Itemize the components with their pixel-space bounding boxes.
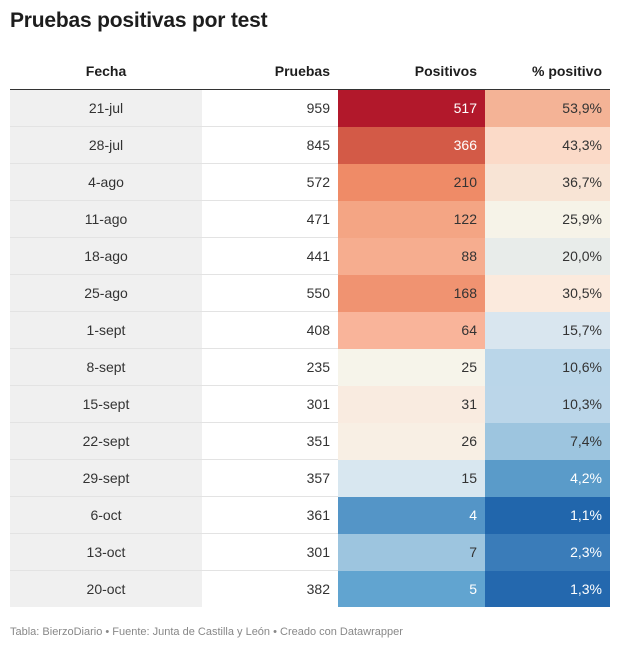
cell-pct-positivo: 20,0%: [485, 237, 610, 275]
table-row: 21-jul 959 517 53,9%: [10, 89, 610, 127]
table-row: 4-ago 572 210 36,7%: [10, 163, 610, 201]
cell-fecha: 13-oct: [10, 533, 202, 571]
cell-fecha: 25-ago: [10, 274, 202, 312]
cell-pct-positivo: 36,7%: [485, 163, 610, 201]
column-header-fecha[interactable]: Fecha: [10, 53, 202, 90]
table-row: 18-ago 441 88 20,0%: [10, 237, 610, 275]
cell-pruebas: 357: [202, 459, 338, 497]
header-row: Fecha Pruebas Positivos % positivo: [10, 53, 610, 90]
cell-positivos: 7: [338, 533, 485, 571]
cell-positivos: 122: [338, 200, 485, 238]
cell-pruebas: 235: [202, 348, 338, 386]
cell-pruebas: 351: [202, 422, 338, 460]
cell-pct-positivo: 1,1%: [485, 496, 610, 534]
cell-positivos: 25: [338, 348, 485, 386]
cell-pct-positivo: 30,5%: [485, 274, 610, 312]
table-row: 13-oct 301 7 2,3%: [10, 533, 610, 571]
table-row: 29-sept 357 15 4,2%: [10, 459, 610, 497]
cell-positivos: 517: [338, 89, 485, 127]
table-row: 22-sept 351 26 7,4%: [10, 422, 610, 460]
cell-positivos: 64: [338, 311, 485, 349]
cell-pct-positivo: 53,9%: [485, 89, 610, 127]
table-row: 6-oct 361 4 1,1%: [10, 496, 610, 534]
cell-pruebas: 845: [202, 126, 338, 164]
table-row: 20-oct 382 5 1,3%: [10, 570, 610, 607]
cell-fecha: 8-sept: [10, 348, 202, 386]
table-row: 28-jul 845 366 43,3%: [10, 126, 610, 164]
cell-pruebas: 301: [202, 385, 338, 423]
cell-pruebas: 572: [202, 163, 338, 201]
cell-pct-positivo: 7,4%: [485, 422, 610, 460]
cell-fecha: 15-sept: [10, 385, 202, 423]
cell-pct-positivo: 15,7%: [485, 311, 610, 349]
cell-pct-positivo: 43,3%: [485, 126, 610, 164]
cell-pruebas: 471: [202, 200, 338, 238]
chart-title: Pruebas positivas por test: [10, 9, 268, 32]
cell-fecha: 21-jul: [10, 89, 202, 127]
cell-pct-positivo: 10,3%: [485, 385, 610, 423]
cell-fecha: 11-ago: [10, 200, 202, 238]
cell-pruebas: 382: [306, 581, 330, 597]
cell-positivos: 31: [338, 385, 485, 423]
cell-fecha: 20-oct: [10, 570, 202, 607]
table-row: 25-ago 550 168 30,5%: [10, 274, 610, 312]
cell-positivos: 5: [338, 570, 485, 607]
cell-fecha: 22-sept: [10, 422, 202, 460]
source-footer: Tabla: BierzoDiario • Fuente: Junta de C…: [10, 626, 403, 638]
cell-pruebas: 301: [202, 533, 338, 571]
cell-pruebas: 361: [202, 496, 338, 534]
cell-fecha: 18-ago: [10, 237, 202, 275]
table-row: 11-ago 471 122 25,9%: [10, 200, 610, 238]
cell-pruebas: 441: [202, 237, 338, 275]
cell-positivos: 210: [338, 163, 485, 201]
cell-pct-positivo: 10,6%: [485, 348, 610, 386]
table-body: 21-jul 959 517 53,9% 28-jul 845 366 43,3% 4-ago 5…: [10, 89, 610, 607]
cell-pct-positivo: 25,9%: [485, 200, 610, 238]
table-row: 1-sept 408 64 15,7%: [10, 311, 610, 349]
cell-pruebas: 408: [202, 311, 338, 349]
cell-positivos: 366: [338, 126, 485, 164]
column-header-pruebas[interactable]: Pruebas: [202, 53, 338, 90]
cell-pct-positivo: 4,2%: [485, 459, 610, 497]
column-header-pct-positivo[interactable]: % positivo: [485, 53, 610, 90]
cell-fecha: 1-sept: [10, 311, 202, 349]
cell-pct-positivo: 2,3%: [485, 533, 610, 571]
cell-fecha: 29-sept: [10, 459, 202, 497]
cell-positivos: 26: [338, 422, 485, 460]
cell-fecha: 6-oct: [10, 496, 202, 534]
table-row: 15-sept 301 31 10,3%: [10, 385, 610, 423]
cell-fecha: 28-jul: [10, 126, 202, 164]
cell-fecha: 4-ago: [10, 163, 202, 201]
cell-positivos: 15: [338, 459, 485, 497]
cell-pct-positivo: 1,3%: [485, 570, 610, 607]
cell-pruebas: 959: [202, 89, 338, 127]
cell-pruebas: 550: [202, 274, 338, 312]
column-header-positivos[interactable]: Positivos: [338, 53, 485, 90]
cell-positivos: 88: [338, 237, 485, 275]
table-row: 8-sept 235 25 10,6%: [10, 348, 610, 386]
cell-positivos: 4: [338, 496, 485, 534]
data-table: Fecha Pruebas Positivos % positivo 21-ju…: [10, 53, 610, 607]
cell-positivos: 168: [338, 274, 485, 312]
